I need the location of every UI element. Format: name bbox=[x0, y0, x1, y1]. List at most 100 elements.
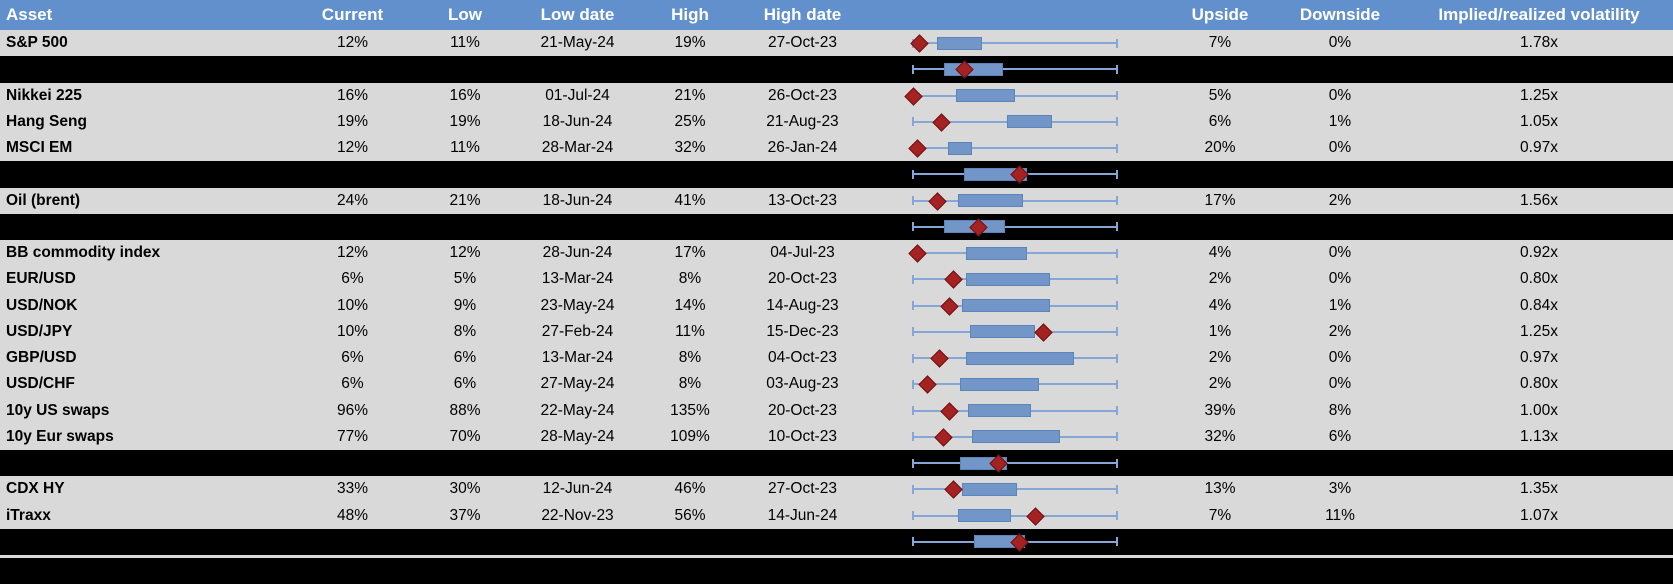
cell-high: 8% bbox=[678, 375, 702, 393]
cell-low-date: 28-Jun-24 bbox=[542, 244, 613, 261]
cell-low-date: 28-May-24 bbox=[540, 427, 615, 445]
volatility-range-boxplot bbox=[912, 371, 1118, 397]
cell-low-date: 22-Nov-23 bbox=[541, 506, 614, 524]
whisker-cap-right bbox=[1116, 353, 1118, 363]
table-body: S&P 500 12% 11% 21-May-24 19% 27-Oct-23 7% 0% 1.… bbox=[0, 30, 1673, 555]
volatility-range-boxplot bbox=[912, 424, 1118, 450]
whisker-cap-left bbox=[912, 537, 914, 547]
volatility-range-boxplot bbox=[912, 109, 1118, 135]
cell-low-date: 18-Jun-24 bbox=[542, 191, 613, 209]
cell-low: 6% bbox=[453, 375, 477, 393]
whisker-cap-left bbox=[912, 484, 914, 494]
cell-high: 17% bbox=[674, 244, 706, 261]
cell-asset: iTraxx bbox=[6, 506, 51, 524]
cell-downside: 0% bbox=[1328, 270, 1352, 288]
table-row-bb-commodity-index: BB commodity index 12% 12% 28-Jun-24 17% 04-J… bbox=[0, 240, 1673, 267]
cell-downside: 0% bbox=[1328, 34, 1352, 51]
whisker-line bbox=[913, 225, 1117, 228]
cell-upside: 17% bbox=[1204, 191, 1236, 209]
whisker-cap-right bbox=[1116, 248, 1118, 258]
cell-high-date: 13-Oct-23 bbox=[768, 191, 837, 209]
cell-low-date: 27-Feb-24 bbox=[541, 322, 614, 340]
whisker-line bbox=[913, 42, 1117, 45]
cell-low: 70% bbox=[449, 427, 481, 445]
whisker-cap-right bbox=[1116, 484, 1118, 494]
cell-upside: 7% bbox=[1208, 34, 1232, 51]
cell-downside: 3% bbox=[1328, 480, 1352, 498]
cell-implied-realized-volatility: 1.78x bbox=[1520, 34, 1558, 51]
table-row-cdx-hy: CDX HY 33% 30% 12-Jun-24 46% 27-Oct-23 13% 3% 1.… bbox=[0, 476, 1673, 503]
whisker-line bbox=[913, 68, 1117, 71]
interquartile-box bbox=[970, 325, 1036, 339]
whisker-cap-left bbox=[912, 117, 914, 127]
cell-high: 41% bbox=[674, 191, 706, 209]
interquartile-box bbox=[937, 36, 983, 50]
cell-high-date: 10-Oct-23 bbox=[768, 427, 837, 445]
table-row-10y-eur-swaps: 10y Eur swaps 77% 70% 28-May-24 109% 10-Oct-2… bbox=[0, 423, 1673, 450]
cell-upside: 13% bbox=[1204, 480, 1236, 498]
cell-asset: S&P 500 bbox=[6, 34, 68, 51]
current-level-diamond-marker bbox=[944, 480, 963, 500]
cell-implied-realized-volatility: 1.56x bbox=[1520, 191, 1558, 209]
cell-downside: 11% bbox=[1325, 506, 1355, 524]
whisker-line bbox=[913, 514, 1117, 517]
interquartile-box bbox=[968, 404, 1032, 418]
cell-upside: 2% bbox=[1208, 349, 1232, 366]
cell-implied-realized-volatility: 1.35x bbox=[1520, 480, 1558, 498]
whisker-cap-right bbox=[1116, 38, 1118, 48]
cell-low: 37% bbox=[449, 506, 481, 524]
volatility-range-boxplot bbox=[912, 293, 1118, 319]
whisker-line bbox=[913, 147, 1117, 150]
interquartile-box bbox=[966, 351, 1075, 365]
header-asset: Asset bbox=[6, 5, 53, 24]
cell-current: 16% bbox=[336, 86, 369, 104]
whisker-cap-left bbox=[912, 169, 914, 179]
interquartile-box bbox=[972, 430, 1060, 444]
cell-downside: 0% bbox=[1328, 375, 1352, 393]
cell-high-date: 03-Aug-23 bbox=[766, 375, 839, 393]
cell-implied-realized-volatility: 0.80x bbox=[1520, 375, 1558, 393]
cell-asset: EUR/USD bbox=[6, 270, 76, 288]
current-level-diamond-marker bbox=[940, 401, 959, 421]
cell-current: 10% bbox=[336, 296, 369, 314]
cell-upside: 20% bbox=[1204, 139, 1236, 156]
cell-asset: USD/CHF bbox=[6, 375, 75, 393]
cell-implied-realized-volatility: 1.05x bbox=[1520, 112, 1558, 130]
cell-downside: 0% bbox=[1328, 86, 1352, 104]
volatility-range-boxplot bbox=[912, 529, 1118, 555]
volatility-range-boxplot bbox=[903, 83, 1118, 109]
whisker-cap-right bbox=[1116, 169, 1118, 179]
current-level-diamond-marker bbox=[930, 349, 949, 368]
cell-downside: 1% bbox=[1328, 112, 1352, 130]
cell-low: 11% bbox=[450, 139, 480, 156]
cell-high: 56% bbox=[674, 506, 706, 524]
current-level-diamond-marker bbox=[909, 34, 929, 53]
current-level-diamond-marker bbox=[928, 191, 947, 211]
header-implied-realized-volatility: Implied/realized volatility bbox=[1438, 5, 1640, 24]
header-downside: Downside bbox=[1299, 5, 1381, 24]
cell-asset: USD/NOK bbox=[6, 296, 78, 314]
whisker-cap-left bbox=[912, 353, 914, 363]
footer-band bbox=[0, 558, 1673, 584]
cell-upside: 2% bbox=[1208, 270, 1232, 288]
cell-low-date: 23-May-24 bbox=[540, 296, 615, 314]
volatility-range-boxplot bbox=[912, 56, 1118, 82]
cell-implied-realized-volatility: 0.97x bbox=[1520, 349, 1558, 366]
table-row-gbp-usd: GBP/USD 6% 6% 13-Mar-24 8% 04-Oct-23 2% 0% 0.97x bbox=[0, 345, 1673, 372]
cell-high-date: 21-Aug-23 bbox=[766, 112, 839, 130]
bottom-divider bbox=[0, 555, 1673, 558]
cell-low: 30% bbox=[449, 480, 481, 498]
cell-current: 33% bbox=[336, 480, 369, 498]
summary-row bbox=[0, 450, 1673, 477]
cell-current: 6% bbox=[341, 349, 364, 366]
cell-high: 135% bbox=[670, 401, 710, 419]
cell-implied-realized-volatility: 1.13x bbox=[1520, 427, 1558, 445]
cell-high-date: 20-Oct-23 bbox=[768, 401, 837, 419]
cell-high: 109% bbox=[670, 427, 710, 445]
header-low-date: Low date bbox=[540, 5, 615, 24]
cell-downside: 8% bbox=[1328, 401, 1352, 419]
cell-upside: 39% bbox=[1204, 401, 1236, 419]
interquartile-box bbox=[961, 482, 1018, 496]
whisker-cap-right bbox=[1116, 274, 1118, 284]
current-level-diamond-marker bbox=[1034, 323, 1053, 342]
